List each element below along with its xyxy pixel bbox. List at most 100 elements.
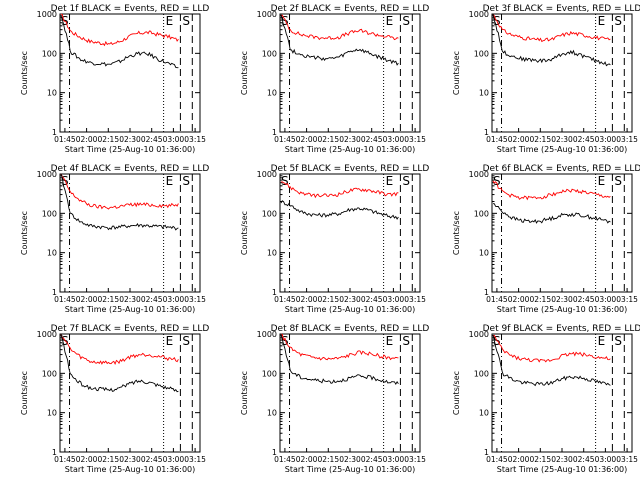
chart-title: Det 8f BLACK = Events, RED = LLD	[271, 324, 430, 334]
y-axis-label: Counts/sec	[452, 211, 461, 255]
y-axis-label: Counts/sec	[452, 51, 461, 95]
x-tick-label: 02:30	[339, 455, 361, 464]
y-axis-label: Counts/sec	[20, 51, 29, 95]
series-line-events	[60, 15, 179, 69]
x-tick-label: 01:45	[274, 135, 296, 144]
x-tick-label: 02:00	[508, 295, 530, 304]
x-tick-label: 02:00	[296, 135, 318, 144]
marker-letter: S	[402, 334, 410, 348]
x-tick-label: 01:45	[274, 295, 296, 304]
y-tick-label: 10	[47, 409, 57, 418]
y-axis-label: Counts/sec	[240, 211, 249, 255]
y-tick-label: 1000	[469, 170, 489, 179]
plot-frame	[59, 173, 201, 293]
x-tick-label: 03:00	[595, 295, 617, 304]
y-tick-label: 1000	[257, 10, 277, 19]
series-line-lld	[280, 14, 399, 41]
x-tick-label: 01:45	[54, 455, 76, 464]
chart-title: Det 3f BLACK = Events, RED = LLD	[483, 4, 640, 14]
x-tick-label: 02:45	[573, 295, 595, 304]
chart-title: Det 2f BLACK = Events, RED = LLD	[271, 4, 430, 14]
marker-letter: S	[614, 174, 622, 188]
y-axis-label: Counts/sec	[240, 51, 249, 95]
y-tick-label: 1	[272, 288, 277, 297]
x-tick-label: 03:00	[383, 135, 405, 144]
x-tick-label: 02:30	[119, 295, 141, 304]
series-line-lld	[280, 181, 399, 199]
y-tick-label: 10	[267, 409, 277, 418]
series-line-events	[492, 334, 611, 387]
x-tick-label: 02:30	[339, 295, 361, 304]
chart-panel-9: Det 9f BLACK = Events, RED = LLD 1 10 100 10…	[452, 324, 640, 474]
series-line-events	[492, 13, 611, 67]
y-tick-label: 100	[474, 369, 489, 378]
x-tick-label: 01:45	[274, 455, 296, 464]
y-tick-label: 10	[47, 89, 57, 98]
y-tick-label: 100	[42, 49, 57, 58]
x-tick-label: 02:15	[97, 295, 119, 304]
chart-title: Det 1f BLACK = Events, RED = LLD	[51, 4, 210, 14]
marker-letter: S	[182, 334, 190, 348]
x-tick-label: 01:45	[54, 295, 76, 304]
y-tick-label: 1	[484, 448, 489, 457]
chart-panel-2: Det 2f BLACK = Events, RED = LLD 1 10 100 10…	[240, 4, 429, 154]
x-tick-label: 02:15	[529, 295, 551, 304]
series-line-lld	[492, 13, 611, 43]
x-tick-label: 03:15	[404, 135, 426, 144]
x-axis-label: Start Time (25-Aug-10 01:36:00)	[497, 305, 628, 314]
x-tick-label: 02:45	[361, 455, 383, 464]
series-line-events	[493, 203, 611, 224]
series-line-lld	[60, 13, 179, 47]
marker-letter: S	[61, 174, 69, 188]
plot-frame	[59, 13, 201, 133]
y-axis-label: Counts/sec	[452, 371, 461, 415]
marker-letter: S	[614, 14, 622, 28]
y-tick-label: 1	[272, 128, 277, 137]
chart-title: Det 4f BLACK = Events, RED = LLD	[51, 164, 210, 174]
x-tick-label: 03:15	[404, 455, 426, 464]
marker-letter: E	[598, 334, 606, 348]
x-axis-label: Start Time (25-Aug-10 01:36:00)	[65, 465, 196, 474]
marker-letter: S	[182, 174, 190, 188]
y-tick-label: 1000	[37, 170, 57, 179]
plot-frame	[491, 13, 633, 133]
x-tick-label: 02:15	[317, 295, 339, 304]
marker-letter: E	[166, 334, 174, 348]
chart-panel-3: Det 3f BLACK = Events, RED = LLD 1 10 100 10…	[452, 4, 640, 154]
chart-panel-6: Det 6f BLACK = Events, RED = LLD 1 10 100 10…	[452, 164, 640, 314]
x-tick-label: 03:00	[163, 455, 185, 464]
x-tick-label: 02:45	[361, 135, 383, 144]
marker-letter: E	[386, 334, 394, 348]
x-tick-label: 03:15	[184, 455, 206, 464]
series-line-events	[280, 14, 399, 66]
y-tick-label: 1000	[37, 330, 57, 339]
x-tick-label: 01:45	[486, 295, 508, 304]
y-tick-label: 100	[262, 49, 277, 58]
chart-panel-5: Det 5f BLACK = Events, RED = LLD 1 10 100 10…	[240, 164, 429, 314]
y-tick-label: 10	[479, 249, 489, 258]
marker-letter: S	[182, 14, 190, 28]
x-tick-label: 02:30	[551, 135, 573, 144]
x-tick-label: 02:00	[76, 455, 98, 464]
y-tick-label: 10	[479, 409, 489, 418]
chart-panel-8: Det 8f BLACK = Events, RED = LLD 1 10 100 10…	[240, 324, 429, 474]
x-tick-label: 02:30	[119, 135, 141, 144]
series-line-events	[60, 173, 179, 231]
x-tick-label: 02:00	[296, 295, 318, 304]
y-tick-label: 1	[52, 128, 57, 137]
x-tick-label: 02:00	[508, 135, 530, 144]
x-tick-label: 02:45	[141, 295, 163, 304]
x-axis-label: Start Time (25-Aug-10 01:36:00)	[497, 145, 628, 154]
y-tick-label: 10	[267, 249, 277, 258]
y-tick-label: 1000	[469, 330, 489, 339]
series-line-events	[60, 333, 179, 393]
series-line-lld	[492, 334, 611, 363]
x-tick-label: 03:15	[184, 135, 206, 144]
marker-letter: S	[281, 334, 289, 348]
x-tick-label: 01:45	[54, 135, 76, 144]
x-tick-label: 02:30	[551, 295, 573, 304]
x-tick-label: 02:00	[76, 295, 98, 304]
x-tick-label: 03:00	[595, 135, 617, 144]
series-line-events	[280, 200, 399, 220]
